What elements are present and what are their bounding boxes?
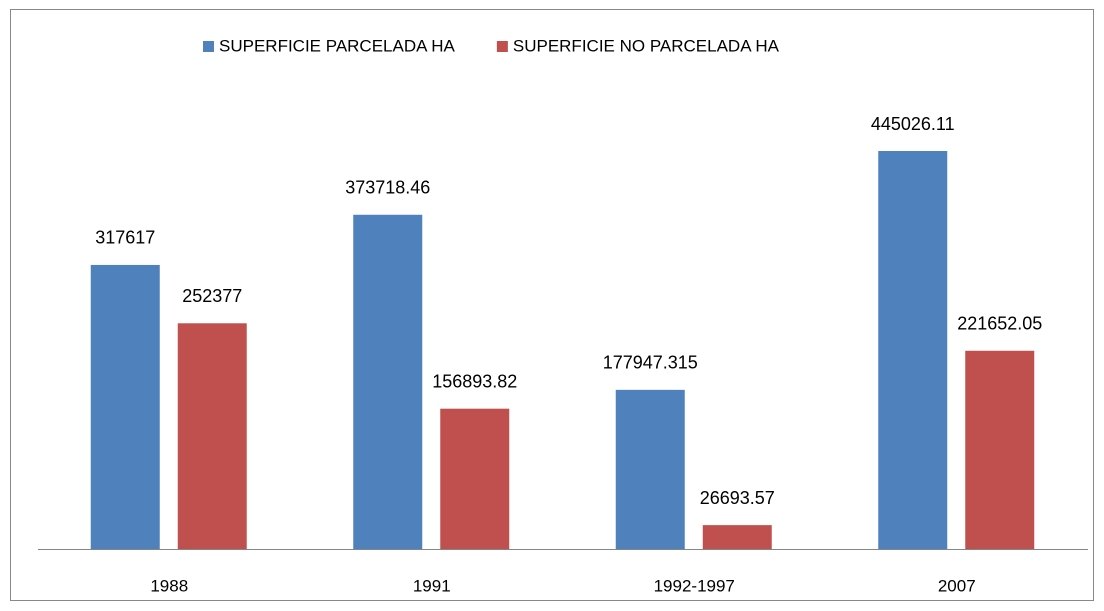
bar bbox=[90, 264, 160, 549]
bar bbox=[177, 323, 247, 549]
x-tick-label: 2007 bbox=[938, 576, 976, 595]
value-label: 26693.57 bbox=[700, 488, 775, 508]
value-label: 221652.05 bbox=[957, 314, 1042, 334]
legend-swatch bbox=[496, 41, 508, 52]
x-tick-label: 1992-1997 bbox=[654, 576, 735, 595]
value-label: 445026.11 bbox=[871, 114, 955, 134]
value-label: 317617 bbox=[95, 228, 155, 248]
x-tick-label: 1991 bbox=[413, 576, 451, 595]
bar bbox=[702, 525, 772, 549]
value-label: 252377 bbox=[182, 286, 242, 306]
value-label: 373718.46 bbox=[345, 178, 430, 198]
value-label: 177947.315 bbox=[603, 353, 698, 373]
x-tick-label: 1988 bbox=[150, 576, 188, 595]
value-label: 156893.82 bbox=[432, 371, 517, 391]
bar bbox=[878, 151, 948, 549]
legend-label: SUPERFICIE NO PARCELADA HA bbox=[513, 36, 780, 55]
legend-swatch bbox=[203, 41, 214, 52]
bar bbox=[965, 350, 1035, 549]
bar bbox=[440, 408, 510, 549]
bar bbox=[615, 389, 685, 549]
legend-label: SUPERFICIE PARCELADA HA bbox=[219, 36, 456, 55]
bar bbox=[353, 214, 423, 550]
